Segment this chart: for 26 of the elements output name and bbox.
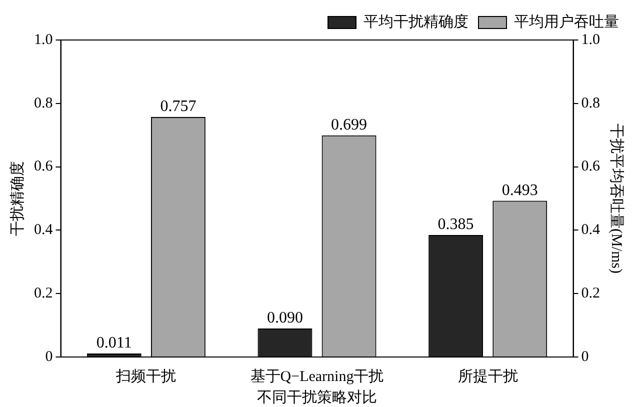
data-label: 0.090 bbox=[266, 310, 303, 327]
data-label: 0.493 bbox=[502, 182, 538, 199]
y2-tick-label: 0 bbox=[581, 348, 589, 365]
legend-label: 平均用户吞吐量 bbox=[514, 13, 619, 30]
data-label: 0.011 bbox=[96, 334, 132, 352]
x-tick-label: 所提干扰 bbox=[458, 368, 518, 385]
legend-label: 平均干扰精确度 bbox=[364, 13, 468, 30]
y2-axis-title: 干扰平均吞吐量(M/ms) bbox=[608, 124, 626, 274]
x-axis-title: 不同干扰策略对比 bbox=[257, 388, 377, 406]
x-tick-label: 基于Q−Learning干扰 bbox=[250, 368, 384, 385]
y2-tick-label: 0.6 bbox=[581, 158, 600, 175]
y-tick-label: 0.4 bbox=[34, 222, 54, 238]
y-tick-label: 0 bbox=[45, 348, 53, 365]
y-tick-label: 1.0 bbox=[34, 32, 53, 48]
data-label: 0.699 bbox=[331, 116, 368, 134]
data-label: 0.757 bbox=[160, 98, 196, 116]
x-tick-label: 扫频干扰 bbox=[115, 368, 176, 385]
y-tick-label: 0.2 bbox=[34, 286, 53, 302]
y2-tick-label: 0.2 bbox=[581, 286, 600, 302]
y2-tick-label: 1.0 bbox=[581, 32, 600, 48]
y-axis-title: 干扰精确度 bbox=[8, 161, 26, 236]
data-label: 0.385 bbox=[438, 216, 474, 234]
y-tick-label: 0.6 bbox=[34, 158, 54, 175]
y2-tick-label: 0.8 bbox=[581, 95, 600, 112]
y-tick-label: 0.8 bbox=[34, 95, 53, 112]
y2-tick-label: 0.4 bbox=[581, 222, 600, 238]
